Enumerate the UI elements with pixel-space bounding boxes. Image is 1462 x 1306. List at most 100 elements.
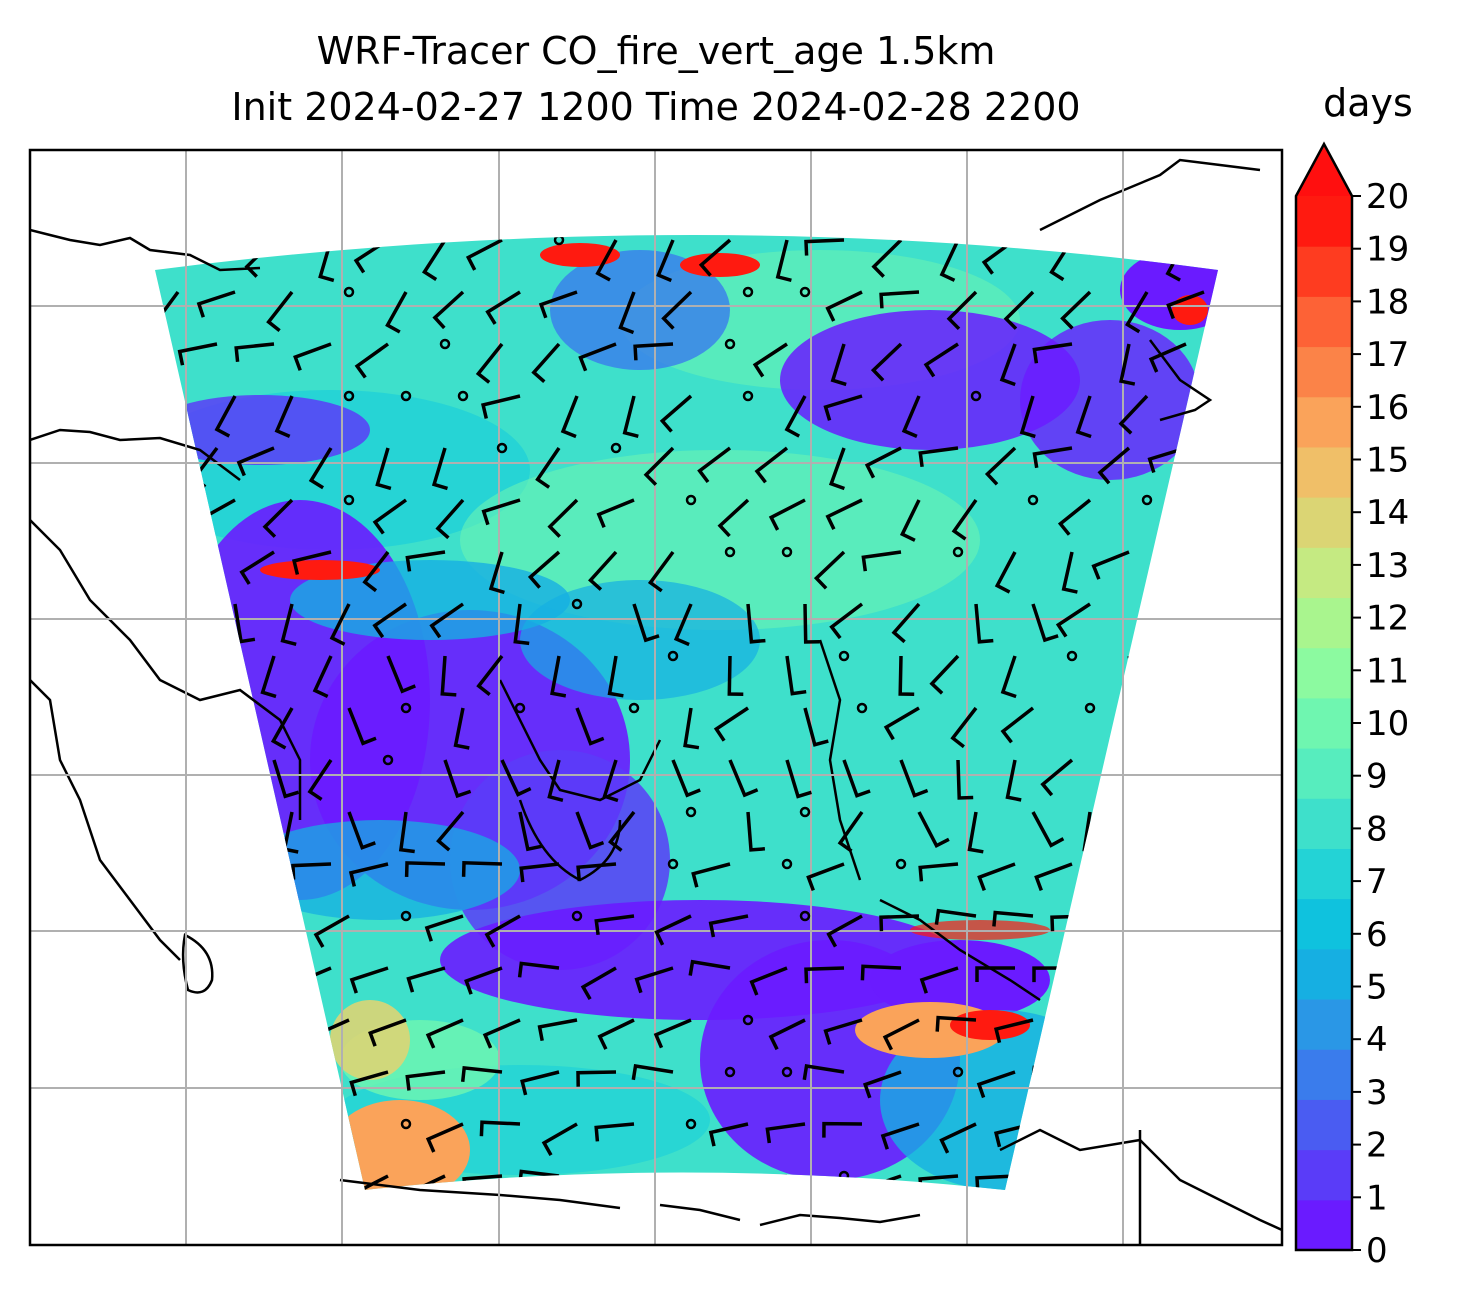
wind-barb [404, 861, 446, 877]
wind-barb [462, 1174, 503, 1190]
wind-barb [349, 1070, 389, 1097]
wind-barb [578, 342, 617, 372]
calm-wind-circle [970, 390, 982, 402]
wind-barb [1000, 706, 1035, 744]
wind-barb [594, 1122, 635, 1142]
wind-barb [823, 1018, 863, 1045]
wind-barb [347, 707, 377, 746]
calm-wind-circle [343, 390, 355, 402]
wind-barb [307, 759, 333, 801]
wind-barb [602, 759, 619, 803]
calm-wind-circle [628, 702, 640, 714]
calm-wind-circle [1141, 494, 1153, 506]
colorbar-label: days [1323, 81, 1413, 125]
wind-barb [372, 602, 407, 639]
colorbar-tick-label: 12 [1366, 599, 1409, 639]
wind-barb [233, 707, 257, 748]
colorbar-segment [1296, 647, 1352, 699]
wind-barb [234, 342, 275, 362]
wind-barb [746, 603, 766, 644]
calm-wind-circle [343, 494, 355, 506]
wind-barb [260, 655, 277, 699]
wind-barb [155, 551, 162, 594]
colorbar-tick-label: 0 [1366, 1231, 1388, 1271]
wind-barb [155, 1011, 179, 1028]
wind-barb [527, 550, 561, 589]
wind-barb [424, 914, 464, 942]
wind-barb [861, 550, 902, 572]
wind-barb [1162, 1116, 1205, 1133]
calm-wind-circle [382, 754, 394, 766]
wind-barb [443, 759, 472, 799]
calm-wind-circle [1198, 702, 1210, 714]
calm-wind-circle [781, 858, 793, 870]
wind-barb [155, 759, 172, 801]
wind-barb [235, 862, 275, 888]
wind-barb [951, 498, 978, 541]
wind-barb [547, 498, 579, 538]
wind-barb [177, 342, 218, 366]
wind-barb [1125, 291, 1149, 334]
wind-barb [354, 342, 390, 379]
wind-barb [596, 498, 635, 528]
wind-barb [891, 602, 921, 644]
calm-wind-circle [400, 910, 412, 922]
wind-barb [934, 908, 977, 925]
wind-barb [1019, 395, 1036, 439]
calm-wind-circle [667, 858, 679, 870]
wind-barb [488, 551, 505, 595]
wind-barb [541, 1122, 578, 1156]
wind-barb [435, 498, 465, 540]
wind-barb [460, 1065, 503, 1082]
wind-barb [520, 1070, 560, 1096]
colorbar-tick-label: 10 [1366, 704, 1409, 744]
wind-barb [842, 759, 871, 798]
wind-barb [251, 911, 293, 927]
calm-wind-circle [172, 910, 184, 922]
wind-barb [1031, 603, 1059, 643]
calm-wind-circle [685, 494, 697, 506]
wind-barb [803, 603, 820, 644]
wind-barb [464, 966, 503, 995]
wind-barb [659, 394, 693, 433]
wind-barb [929, 654, 960, 695]
calm-wind-circle [685, 806, 697, 818]
wind-barb [607, 655, 624, 698]
colorbar-tick-label: 7 [1366, 862, 1388, 902]
wind-barb [155, 343, 162, 386]
wind-barb [656, 239, 675, 283]
wind-barb [274, 395, 294, 439]
wind-barb [1188, 603, 1206, 647]
wind-barb [252, 1018, 293, 1043]
wind-barb [784, 395, 807, 438]
calm-wind-circle [724, 338, 736, 350]
wind-barb [1118, 394, 1149, 435]
wind-barb [177, 1070, 218, 1090]
wind-barb [1119, 343, 1136, 386]
chart-title-line2: Init 2024-02-27 1200 Time 2024-02-28 220… [231, 85, 1081, 129]
wind-barb [1176, 759, 1193, 802]
wind-barb [425, 1122, 464, 1153]
wind-barb [187, 654, 219, 695]
wind-barb [727, 655, 744, 696]
calm-wind-circle [838, 650, 850, 662]
wind-barb [802, 1063, 845, 1081]
colorbar-outline [1294, 141, 1354, 1252]
wind-barb [481, 498, 521, 526]
calm-wind-circle [724, 546, 736, 558]
colorbar-tick-label: 17 [1366, 335, 1409, 375]
calm-wind-circle [799, 286, 811, 298]
wind-barb [291, 1070, 332, 1088]
wind-barb [440, 655, 457, 697]
wind-barb [984, 446, 1017, 486]
wind-barb [408, 1174, 446, 1190]
wind-barb [252, 1122, 293, 1146]
colorbar-tick-label: 4 [1366, 1020, 1388, 1060]
wind-barb [475, 342, 504, 384]
wind-barb [575, 707, 605, 746]
wind-barb [1145, 604, 1161, 644]
colorbar-tick-label: 8 [1366, 809, 1388, 849]
wind-barb [752, 342, 788, 378]
wind-barb [935, 1015, 977, 1032]
